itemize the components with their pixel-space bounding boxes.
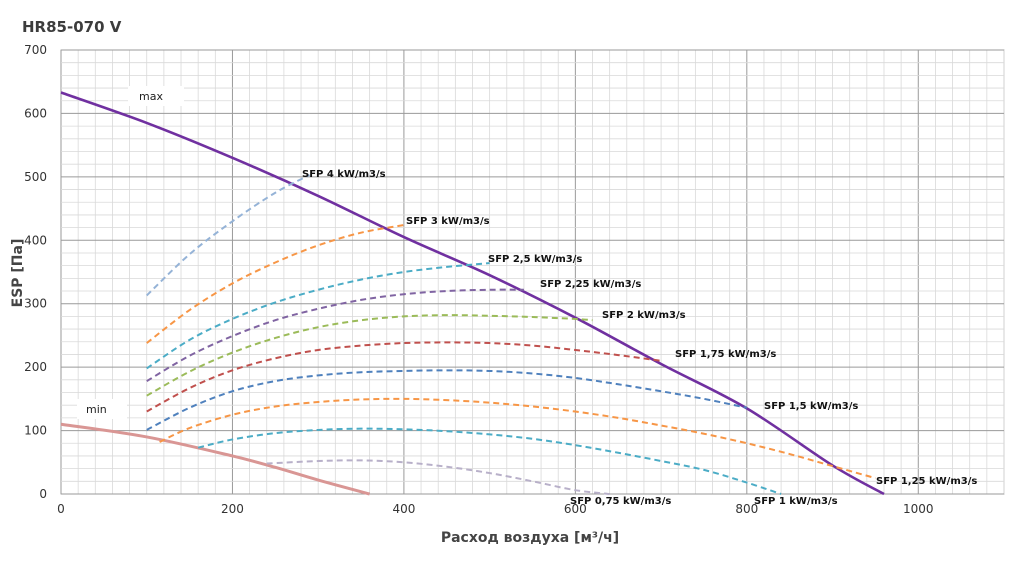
min-label: min (86, 403, 107, 416)
grid (60, 49, 1005, 495)
x-tick-label: 800 (735, 502, 758, 516)
sfp-curve (146, 262, 490, 370)
y-tick-label: 500 (24, 170, 47, 184)
curve-labels: SFP 4 kW/m3/s SFP 3 kW/m3/s SFP 2,5 kW/m3/… (77, 86, 977, 507)
sfp-curve-label: SFP 0,75 kW/m3/s (570, 496, 671, 507)
sfp-curve (146, 174, 311, 297)
sfp-curve (146, 288, 524, 382)
max-label: max (139, 90, 163, 103)
y-tick-label: 400 (24, 233, 47, 247)
sfp-curve (146, 341, 662, 413)
y-axis-label: ESP [Па] (10, 239, 26, 308)
x-tick-label: 400 (392, 502, 415, 516)
sfp-curve (266, 459, 610, 495)
min-label-box (77, 399, 127, 419)
x-axis-label: Расход воздуха [м³/ч] (441, 530, 619, 546)
x-tick-label: 1000 (903, 502, 934, 516)
sfp-curve-label: SFP 2,25 kW/m3/s (540, 279, 641, 290)
max-label-box (128, 86, 184, 106)
sfp-curve (146, 224, 405, 344)
sfp-curve-label: SFP 2 kW/m3/s (602, 310, 686, 321)
sfp-curve-label: SFP 1,25 kW/m3/s (876, 476, 977, 487)
sfp-curve (159, 397, 876, 480)
plot-frame (60, 49, 1005, 495)
sfp-curve-label: SFP 4 kW/m3/s (302, 169, 386, 180)
x-tick-label: 0 (57, 502, 65, 516)
chart-title: HR85-070 V (22, 18, 122, 36)
sfp-curve-label: SFP 2,5 kW/m3/s (488, 254, 582, 265)
sfp-curve (146, 369, 748, 431)
sfp-curve-label: SFP 1,75 kW/m3/s (675, 349, 776, 360)
y-tick-label: 600 (24, 106, 47, 120)
y-tick-label: 700 (24, 43, 47, 57)
sfp-curve-label: SFP 3 kW/m3/s (406, 216, 490, 227)
x-tick-label: 600 (564, 502, 587, 516)
sfp-curve (146, 314, 593, 397)
y-tick-label: 0 (39, 487, 47, 501)
sfp-curve-label: SFP 1 kW/m3/s (754, 496, 838, 507)
sfp-curve (197, 427, 782, 495)
x-tick-label: 200 (221, 502, 244, 516)
min-curve (60, 422, 371, 496)
boundary-curves (60, 91, 885, 496)
y-tick-label: 200 (24, 360, 47, 374)
max-curve (60, 91, 885, 496)
sfp-series (146, 174, 876, 495)
y-tick-label: 300 (24, 297, 47, 311)
sfp-curve-label: SFP 1,5 kW/m3/s (764, 401, 858, 412)
y-tick-label: 100 (24, 424, 47, 438)
tick-labels: 0 200 400 600 800 1000 0 100 200 300 400 500 600 700 (24, 43, 933, 516)
